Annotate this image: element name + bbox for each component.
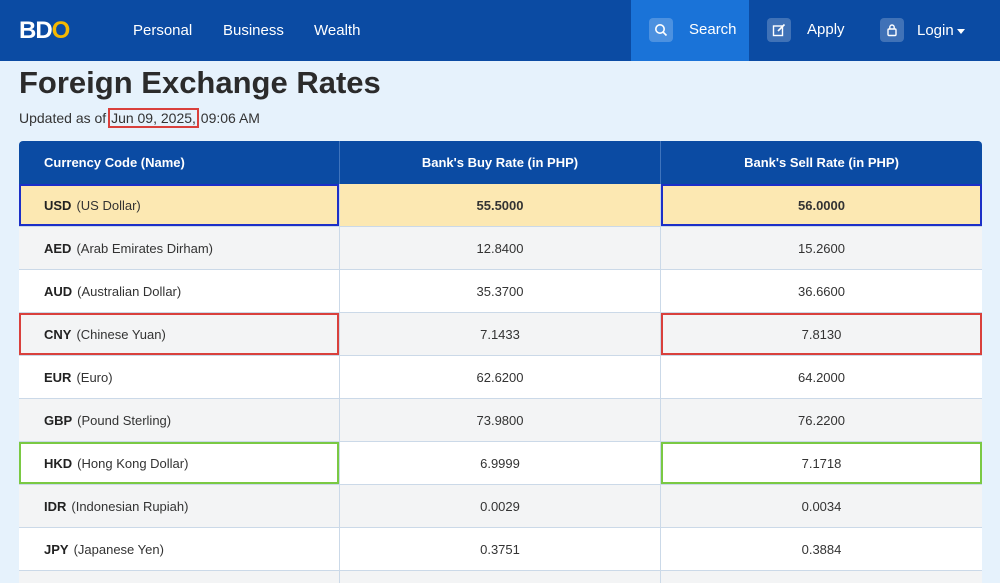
- table-row-idr: IDR (Indonesian Rupiah) 0.0029 0.0034: [19, 485, 982, 528]
- header-currency: Currency Code (Name): [19, 141, 340, 184]
- currency-name: (Arab Emirates Dirham): [76, 240, 213, 256]
- table-row-hkd: HKD (Hong Kong Dollar) 6.9999 7.1718: [19, 442, 982, 485]
- currency-cell: GBP (Pound Sterling): [19, 399, 340, 441]
- currency-code: AUD: [44, 283, 73, 299]
- header-sell-rate: Bank's Sell Rate (in PHP): [744, 155, 899, 170]
- buy-rate-cell: 73.9800: [340, 399, 661, 441]
- search-icon: [649, 18, 673, 42]
- currency-cell: IDR (Indonesian Rupiah): [19, 485, 340, 527]
- table-row-jpy: JPY (Japanese Yen) 0.3751 0.3884: [19, 528, 982, 571]
- nav-link-personal[interactable]: Personal: [133, 22, 193, 39]
- currency-name: (Indonesian Rupiah): [71, 498, 189, 514]
- currency-cell: CNY (Chinese Yuan): [19, 313, 340, 355]
- updated-timestamp: Updated as of Jun 09, 2025, 09:06 AM: [19, 108, 260, 128]
- nav-link-wealth[interactable]: Wealth: [314, 22, 361, 39]
- sell-rate-cell: 0.3884: [801, 541, 842, 557]
- page-title: Foreign Exchange Rates: [19, 65, 381, 100]
- currency-name: (US Dollar): [76, 197, 141, 213]
- table-row-partial: [19, 571, 982, 583]
- edit-icon: [767, 18, 791, 42]
- sell-rate-cell: 0.0034: [801, 498, 842, 514]
- lock-icon: [880, 18, 904, 42]
- currency-code: GBP: [44, 412, 73, 428]
- currency-cell: AUD (Australian Dollar): [19, 270, 340, 312]
- currency-cell: [19, 571, 340, 583]
- search-label: Search: [689, 21, 737, 38]
- table-row-aud: AUD (Australian Dollar) 35.3700 36.6600: [19, 270, 982, 313]
- currency-code: HKD: [44, 455, 73, 471]
- sell-rate-cell: 15.2600: [798, 240, 845, 256]
- table-row-cny: CNY (Chinese Yuan) 7.1433 7.8130: [19, 313, 982, 356]
- search-button[interactable]: Search: [631, 0, 749, 61]
- buy-rate-cell: 7.1433: [340, 313, 661, 355]
- logo-text: BD: [19, 17, 53, 44]
- currency-name: (Chinese Yuan): [76, 326, 166, 342]
- table-header-row: Currency Code (Name) Bank's Buy Rate (in…: [19, 141, 982, 184]
- updated-prefix: Updated as of: [19, 110, 111, 126]
- currency-name: (Pound Sterling): [77, 412, 172, 428]
- currency-code: IDR: [44, 498, 67, 514]
- chevron-down-icon: [957, 29, 965, 34]
- nav-link-business[interactable]: Business: [223, 22, 284, 39]
- buy-rate-cell: 55.5000: [340, 184, 661, 226]
- buy-rate-cell: 62.6200: [340, 356, 661, 398]
- currency-cell: USD (US Dollar): [19, 184, 340, 226]
- table-row-eur: EUR (Euro) 62.6200 64.2000: [19, 356, 982, 399]
- sell-rate-cell: [661, 571, 982, 583]
- login-dropdown[interactable]: Login: [880, 0, 980, 61]
- buy-rate-cell: 12.8400: [340, 227, 661, 269]
- currency-name: (Hong Kong Dollar): [77, 455, 189, 471]
- exchange-rates-table: Currency Code (Name) Bank's Buy Rate (in…: [19, 141, 982, 583]
- sell-rate-cell: 76.2200: [798, 412, 845, 428]
- currency-code: JPY: [44, 541, 69, 557]
- top-navigation-bar: BDO Personal Business Wealth Search Appl…: [0, 0, 1000, 61]
- updated-time: 09:06 AM: [196, 110, 260, 126]
- table-row-gbp: GBP (Pound Sterling) 73.9800 76.2200: [19, 399, 982, 442]
- sell-rate-cell: 56.0000: [661, 184, 982, 226]
- currency-code: USD: [44, 197, 72, 213]
- sell-rate-value: 7.1718: [801, 455, 842, 471]
- currency-cell: JPY (Japanese Yen): [19, 528, 340, 570]
- table-row-aed: AED (Arab Emirates Dirham) 12.8400 15.260…: [19, 227, 982, 270]
- currency-name: (Australian Dollar): [77, 283, 182, 299]
- currency-cell: EUR (Euro): [19, 356, 340, 398]
- currency-code: EUR: [44, 369, 72, 385]
- currency-cell: HKD (Hong Kong Dollar): [19, 442, 340, 484]
- sell-rate-cell: 7.1718: [661, 442, 982, 484]
- updated-date: Jun 09, 2025,: [108, 108, 199, 128]
- sell-rate-value: 56.0000: [798, 197, 845, 213]
- header-buy-rate: Bank's Buy Rate (in PHP): [340, 141, 661, 184]
- currency-cell: AED (Arab Emirates Dirham): [19, 227, 340, 269]
- currency-name: (Japanese Yen): [73, 541, 164, 557]
- login-label: Login: [917, 22, 954, 39]
- bdo-logo[interactable]: BDO: [19, 17, 71, 44]
- sell-rate-value: 7.8130: [801, 326, 842, 342]
- currency-code: AED: [44, 240, 72, 256]
- currency-name: (Euro): [76, 369, 113, 385]
- buy-rate-cell: 35.3700: [340, 270, 661, 312]
- sell-rate-cell: 64.2000: [798, 369, 845, 385]
- sell-rate-cell: 7.8130: [661, 313, 982, 355]
- apply-label: Apply: [807, 21, 845, 38]
- sell-rate-cell: 36.6600: [798, 283, 845, 299]
- buy-rate-cell: [340, 571, 661, 583]
- currency-code: CNY: [44, 326, 72, 342]
- apply-button[interactable]: Apply: [767, 0, 857, 61]
- buy-rate-cell: 0.3751: [340, 528, 661, 570]
- buy-rate-cell: 6.9999: [340, 442, 661, 484]
- logo-o: O: [51, 17, 71, 44]
- table-row-usd: USD (US Dollar) 55.5000 56.0000: [19, 184, 982, 227]
- buy-rate-cell: 0.0029: [340, 485, 661, 527]
